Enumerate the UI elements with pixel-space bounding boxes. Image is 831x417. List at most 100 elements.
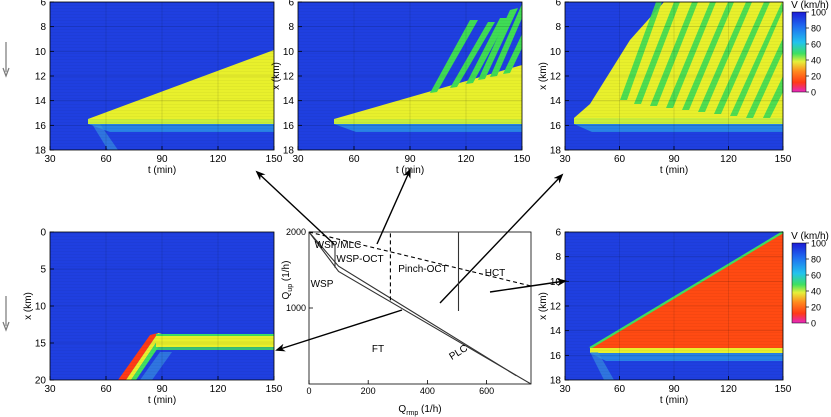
x-axis-label: t (min): [148, 165, 176, 176]
y-tick-label: 14: [283, 96, 295, 107]
region-label: WSP/MLC: [315, 240, 362, 251]
heatmap-top-left: [50, 2, 274, 150]
colorbar-tick-label: 60: [811, 271, 821, 281]
phase-boundary: [308, 231, 532, 287]
x-tick-label: 150: [775, 154, 792, 165]
y-tick-label: 12: [550, 72, 562, 83]
heatmap-bottom-left: [50, 232, 274, 380]
colorbar-tick-label: 80: [811, 24, 821, 34]
colorbar-tick-label: 40: [811, 287, 821, 297]
y-tick-label: 8: [555, 22, 561, 33]
x-tick-label: 150: [266, 384, 283, 395]
y-tick-label: 2000: [286, 227, 306, 237]
y-tick-label: 6: [288, 0, 294, 9]
y-tick-label: 10: [550, 47, 562, 58]
phase-boundary: [308, 231, 532, 385]
axes-top-left: 30 60 90 120 150 6 8 10 12 14 16 18 t (min): [35, 0, 283, 176]
x-tick-label: 150: [514, 154, 531, 165]
flow-direction-arrows: [2, 42, 10, 332]
y-tick-label: 16: [283, 121, 295, 132]
heatmap-bottom-right: [565, 231, 784, 380]
region-label: WSP-OCT: [336, 254, 383, 265]
y-tick-label: 15: [35, 339, 47, 350]
y-tick-label: 10: [283, 47, 295, 58]
x-tick-label: 90: [156, 384, 168, 395]
colorbar-tick-label: 100: [811, 239, 826, 249]
phase-diagram: [308, 231, 532, 385]
x-tick-label: 30: [44, 154, 56, 165]
y-tick-label: 6: [555, 228, 561, 239]
y-tick-label: 14: [550, 96, 562, 107]
x-tick-label: 60: [614, 384, 626, 395]
y-tick-label: 10: [35, 302, 47, 313]
x-axis-label: t (min): [148, 395, 176, 406]
y-tick-label: 16: [35, 121, 47, 132]
y-tick-label: 5: [40, 265, 46, 276]
y-tick-label: 1000: [286, 303, 306, 313]
colorbar-tick-label: 60: [811, 40, 821, 50]
x-tick-label: 60: [348, 154, 360, 165]
colorbar-tick-label: 0: [811, 88, 816, 98]
colorbar-title: V (km/h): [791, 0, 829, 11]
heatmap-top-right: [565, 2, 783, 150]
x-tick-label: 60: [100, 384, 112, 395]
x-tick-label: 120: [720, 154, 737, 165]
y-tick-label: 16: [550, 121, 562, 132]
y-tick-label: 12: [283, 72, 295, 83]
colorbar-title: V (km/h): [791, 231, 829, 242]
heatmap-top-mid: [298, 2, 522, 150]
x-tick-label: 90: [668, 154, 680, 165]
y-axis-label: x (km): [23, 292, 34, 320]
colorbar-bottom-labels: V (km/h)100 80 60 40 20 0: [791, 231, 829, 329]
axes-top-right: 30 60 90 120 150 6 8 10 12 14 16 18 t (min) x (km): [538, 0, 792, 176]
axes-bottom-right: 30 60 90 120 150 6 8 10 12 14 16 18 t (min) x (km): [538, 228, 792, 407]
x-tick-label: 150: [775, 384, 792, 395]
y-tick-label: 18: [283, 146, 295, 157]
region-label: HCT: [485, 268, 506, 279]
region-label: WSP: [311, 279, 334, 290]
flow-arrow-icon: [2, 42, 10, 78]
y-tick-label: 18: [550, 146, 562, 157]
x-tick-label: 120: [720, 384, 737, 395]
y-tick-label: 18: [35, 146, 47, 157]
arrow-to-top-left: [255, 170, 335, 245]
colorbar-tick-label: 80: [811, 255, 821, 265]
axes-top-mid: 30 60 90 120 150 6 8 10 12 14 16 18 t (min) x (km): [271, 0, 531, 176]
axes-bottom-left: 30 60 90 120 150 0 5 10 15 20 t (min) x (km): [23, 228, 283, 407]
x-tick-label: 90: [668, 384, 680, 395]
pointer-arrows: [255, 168, 567, 352]
x-tick-label: 30: [559, 384, 571, 395]
y-axis-label: x (km): [538, 292, 549, 320]
x-tick-label: 120: [210, 384, 227, 395]
x-axis-label: t (min): [396, 165, 424, 176]
x-tick-label: 600: [479, 386, 494, 396]
x-tick-label: 60: [100, 154, 112, 165]
arrow-to-top-right: [439, 173, 564, 304]
x-tick-label: 90: [404, 154, 416, 165]
phase-boundary: [308, 231, 517, 377]
colorbar-bottom: [791, 242, 807, 324]
colorbar-tick-label: 20: [811, 303, 821, 313]
y-tick-label: 20: [35, 376, 47, 387]
colorbar-tick-label: 40: [811, 56, 821, 66]
x-tick-label: 0: [306, 386, 311, 396]
colorbar-tick-label: 0: [811, 319, 816, 329]
x-tick-label: 60: [614, 154, 626, 165]
y-tick-label: 10: [550, 277, 562, 288]
region-label: FT: [372, 344, 384, 355]
y-tick-label: 16: [550, 351, 562, 362]
arrow-to-top-mid: [376, 168, 411, 245]
x-axis-label: t (min): [660, 395, 688, 406]
x-tick-label: 120: [458, 154, 475, 165]
y-axis-label: Qup (1/h): [281, 261, 294, 300]
arrow-to-bottom-right: [489, 278, 567, 293]
region-label: Pinch-OCT: [398, 264, 447, 275]
y-tick-label: 12: [35, 72, 47, 83]
y-tick-label: 6: [555, 0, 561, 9]
x-tick-label: 120: [210, 154, 227, 165]
y-tick-label: 6: [40, 0, 46, 9]
y-tick-label: 8: [40, 22, 46, 33]
y-axis-label: x (km): [538, 62, 549, 90]
axes-phase-diagram: 0 200 400 600 1000 2000 WSP/MLC WSP-OCT Pinch-OC…: [281, 227, 532, 417]
